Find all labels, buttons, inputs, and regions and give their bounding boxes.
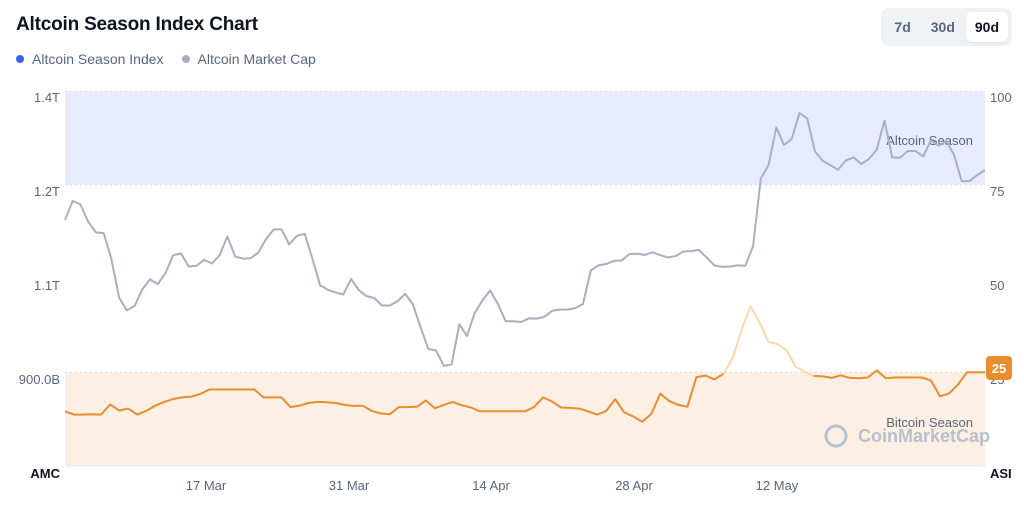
watermark-text: CoinMarketCap xyxy=(858,426,990,446)
right-tick-label: 50 xyxy=(990,278,1004,293)
chart-legend: Altcoin Season Index Altcoin Market Cap xyxy=(16,51,316,67)
range-30d-button[interactable]: 30d xyxy=(930,19,955,35)
x-tick-label: 12 May xyxy=(756,478,799,493)
range-7d-button[interactable]: 7d xyxy=(894,19,911,35)
page-title: Altcoin Season Index Chart xyxy=(16,14,258,35)
current-value-text: 25 xyxy=(992,361,1006,376)
legend-item-index[interactable]: Altcoin Season Index xyxy=(16,51,164,67)
left-tick-label: 1.4T xyxy=(34,90,60,105)
market-cap-series-line xyxy=(64,112,986,367)
current-value-badge: 25 xyxy=(986,356,1012,380)
legend-dot-index xyxy=(16,55,24,63)
altcoin-season-label: Altcoin Season xyxy=(886,133,973,148)
legend-label-marketcap: Altcoin Market Cap xyxy=(197,51,316,67)
x-tick-label: 28 Apr xyxy=(615,478,653,493)
legend-dot-marketcap xyxy=(181,55,190,63)
left-tick-label: 1.1T xyxy=(34,278,60,293)
cmc-logo-icon xyxy=(824,424,848,448)
range-90d-button[interactable]: 90d xyxy=(965,12,1008,42)
left-tick-label: 1.2T xyxy=(34,184,60,199)
index-series-line-recent xyxy=(813,369,985,398)
right-tick-label: 100 xyxy=(990,90,1012,105)
right-axis-corner-label: ASI xyxy=(990,466,1012,481)
index-series-line-above-25 xyxy=(722,305,815,377)
time-range-selector: 7d 30d 90d xyxy=(881,8,1012,46)
bitcoin-season-label: Bitcoin Season xyxy=(886,415,973,430)
right-tick-label: 75 xyxy=(990,184,1004,199)
bitcoin-season-zone xyxy=(65,372,985,466)
legend-item-marketcap[interactable]: Altcoin Market Cap xyxy=(181,51,316,67)
index-series-line xyxy=(64,372,724,423)
legend-label-index: Altcoin Season Index xyxy=(32,51,164,67)
x-tick-label: 17 Mar xyxy=(186,478,227,493)
coinmarketcap-watermark: CoinMarketCap xyxy=(824,424,990,448)
x-tick-label: 31 Mar xyxy=(329,478,370,493)
altcoin-season-zone xyxy=(65,91,985,185)
x-tick-label: 14 Apr xyxy=(472,478,510,493)
left-tick-label: 900.0B xyxy=(19,372,60,387)
left-axis-corner-label: AMC xyxy=(30,466,60,481)
current-value-badge-bg xyxy=(986,356,1012,380)
